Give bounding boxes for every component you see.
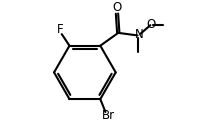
Text: O: O [146,18,156,31]
Text: N: N [135,28,144,41]
Text: O: O [112,1,122,14]
Text: F: F [57,23,64,36]
Text: Br: Br [102,109,115,122]
